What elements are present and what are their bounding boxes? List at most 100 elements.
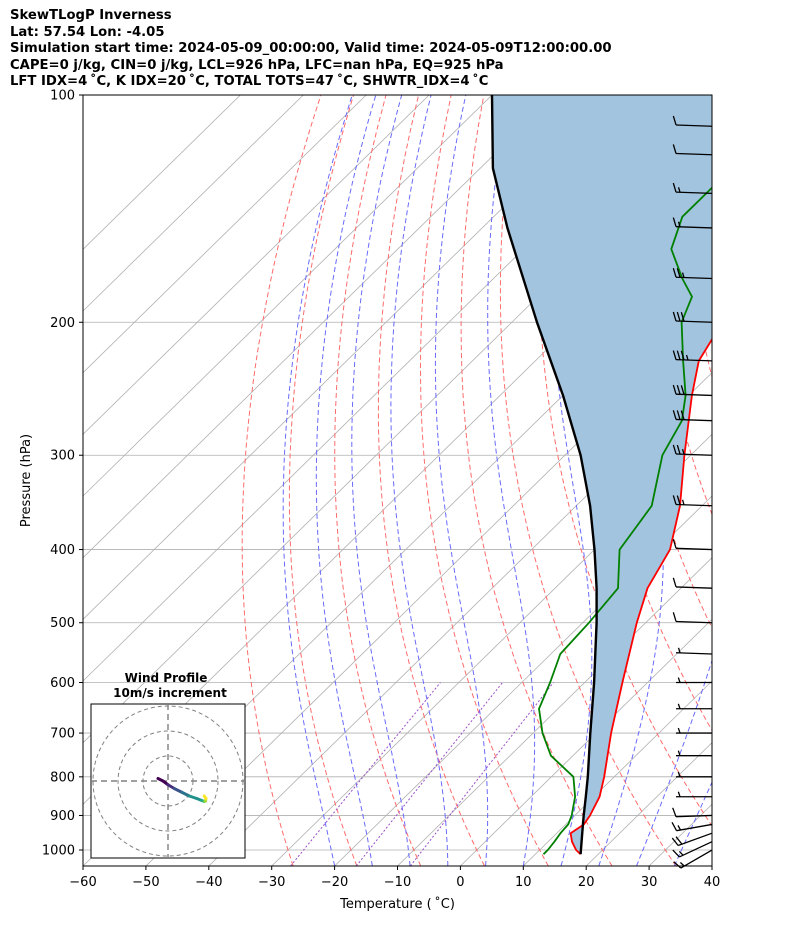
dry-adiabat [711,95,712,123]
dry-adiabat [377,95,485,866]
moist-adiabat [434,95,489,866]
y-tick-label: 800 [50,770,75,785]
wind-barb [672,384,713,397]
dry-adiabat [744,95,794,866]
chart-header: SkewTLogP Inverness Lat: 57.54 Lon: -4.0… [10,8,612,91]
header-location: Lat: 57.54 Lon: -4.05 [10,24,165,40]
isotherm-line [83,95,241,250]
wind-barb [672,115,713,127]
y-tick-label: 500 [50,616,75,631]
x-tick-label: −20 [321,875,348,890]
moist-adiabat [315,95,377,866]
isotherm-line [83,95,304,312]
wind-barbs [671,115,713,869]
isotherm-line [83,95,430,435]
isotherm-line [83,95,619,620]
wind-barb [672,267,713,280]
isotherm-line [523,680,712,866]
y-tick-label: 900 [50,809,75,824]
y-axis-label: Pressure (hPa) [19,434,34,527]
isotherm-line [83,95,493,497]
isotherm-line [334,495,712,866]
moist-adiabat [550,95,593,866]
dewpoint-profile [538,186,712,855]
x-tick-label: −60 [69,875,96,890]
wind-barb [672,577,713,589]
hodograph-segment [202,794,208,800]
x-tick-label: 0 [456,875,464,890]
hodograph-ring [117,730,219,832]
wind-barb [672,444,713,456]
cape-cin-shading [492,95,712,855]
isotherm-line [397,557,712,866]
wind-barb [676,703,712,710]
wind-barb [672,144,713,156]
x-tick-label: −50 [132,875,159,890]
y-tick-label: 200 [50,316,75,331]
wind-barb [676,677,712,684]
wind-barb [672,217,713,229]
moist-adiabat [711,864,712,866]
wind-barb [672,311,713,323]
dry-adiabat [288,95,358,866]
wind-barb [676,791,712,798]
moist-adiabat [351,95,411,866]
plot-area [83,95,794,866]
wind-barb [672,612,713,624]
header-cape: CAPE=0 j/kg, CIN=0 j/kg, LCL=926 hPa, LF… [10,57,504,73]
dry-adiabat [241,95,322,866]
y-tick-label: 400 [50,543,75,558]
temperature-profile [569,337,712,855]
y-tick-label: 1000 [42,844,75,859]
wind-barb [676,727,712,734]
inset-subtitle: 10m/s increment [113,686,227,700]
x-tick-label: 30 [641,875,658,890]
wind-profile-inset: Wind Profile 10m/s increment [90,671,246,859]
parcel-profile [490,95,598,855]
wind-barb [672,182,713,195]
wind-barb [672,350,713,362]
x-axis-label: Temperature ( ˚C) [339,896,455,912]
wind-barb [672,539,713,551]
isotherm-line [83,95,556,559]
wind-barb [676,750,712,757]
header-indices: LFT IDX=4 ˚C, K IDX=20 ˚C, TOTAL TOTS=47… [10,74,489,89]
wind-barb [672,495,713,507]
y-tick-label: 300 [50,449,75,464]
mixing-ratio-line [355,682,503,866]
wind-barb [672,410,713,422]
x-tick-label: 10 [515,875,532,890]
wind-barb [671,832,713,847]
x-tick-label: 40 [704,875,721,890]
dry-adiabat [419,95,549,866]
moist-adiabat [282,95,353,866]
moist-adiabat [636,658,712,866]
y-tick-label: 100 [50,89,75,104]
mixing-ratio-line [290,682,441,866]
isotherm-line [711,865,712,866]
isotherm-line [145,310,712,866]
y-tick-label: 700 [50,727,75,742]
dry-adiabat [777,95,794,866]
wind-barb [671,822,713,832]
x-tick-label: −30 [258,875,285,890]
isotherm-line [83,95,367,374]
wind-barb [672,807,713,818]
dry-adiabat [460,95,613,866]
header-times: Simulation start time: 2024-05-09_00:00:… [10,41,612,56]
x-tick-label: 20 [578,875,595,890]
wind-barb [675,647,713,655]
x-tick-label: −10 [384,875,411,890]
inset-title: Wind Profile [125,671,208,685]
dry-adiabat [574,95,712,732]
moist-adiabat [673,781,712,866]
wind-barb [673,849,713,869]
moist-adiabat [390,95,449,866]
y-tick-label: 600 [50,676,75,691]
wind-barb [676,771,712,778]
wind-barb [672,841,713,858]
axis-ticks: −60 −50 −40 −30 −20 −10 0 10 20 30 40 1000 900 800 700… [42,89,720,891]
x-tick-label: −40 [195,875,222,890]
header-title: SkewTLogP Inverness [10,8,172,23]
